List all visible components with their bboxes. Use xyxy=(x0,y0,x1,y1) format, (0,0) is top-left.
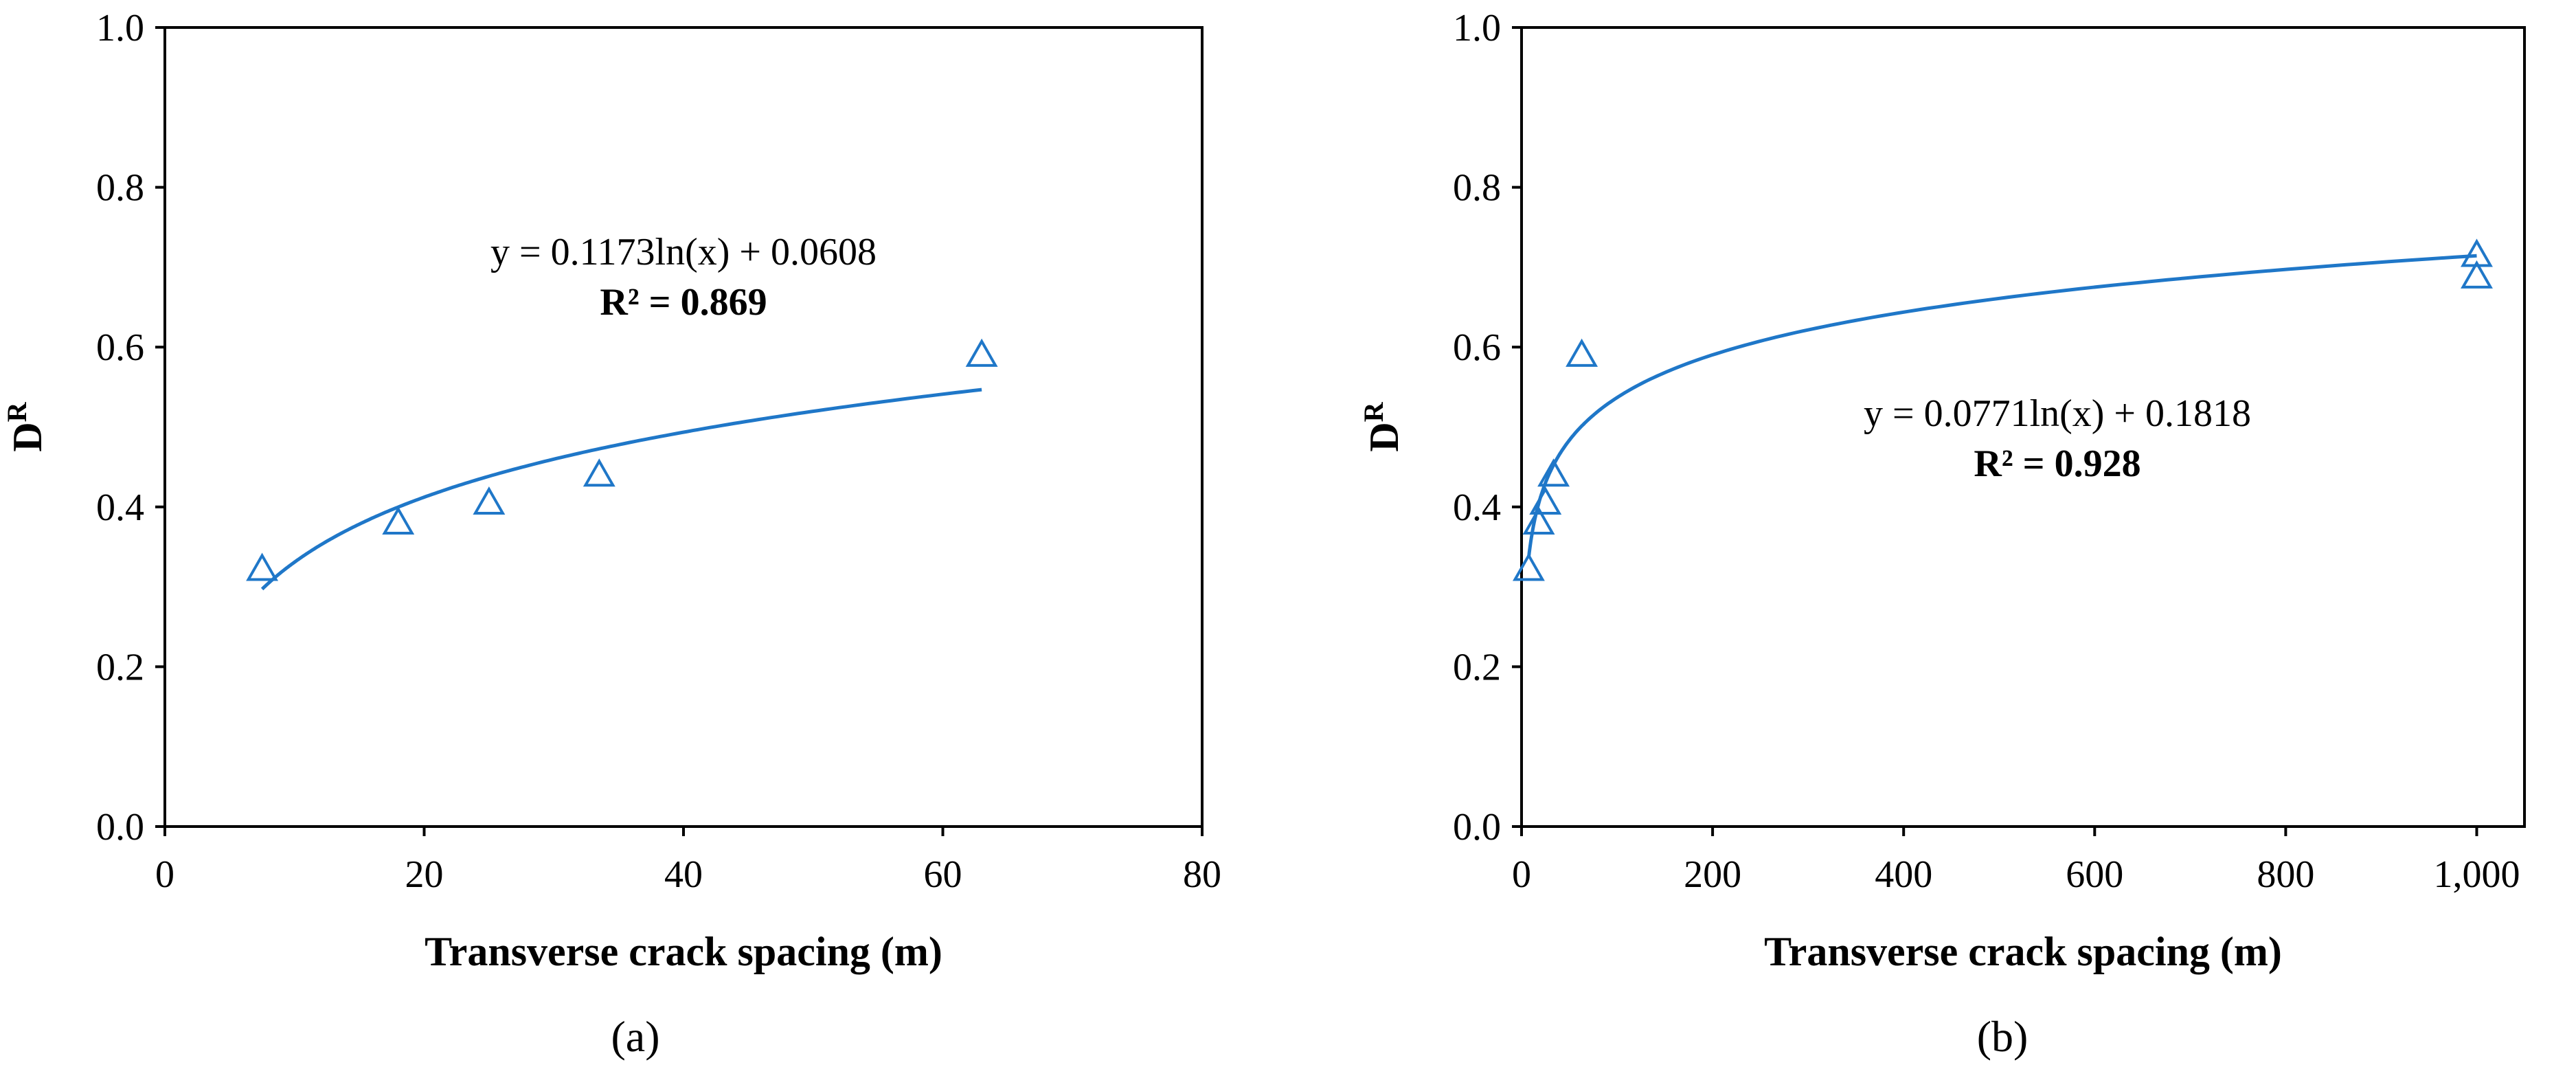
y-tick-label-a: 0.2 xyxy=(96,646,144,688)
x-tick-label-b: 0 xyxy=(1512,853,1531,896)
r-squared-a: R² = 0.869 xyxy=(600,281,767,324)
x-ticks-b: 0 200 400 600 800 1,000 xyxy=(1512,827,2520,896)
x-tick-label-b: 1,000 xyxy=(2433,853,2520,896)
data-point-b xyxy=(1512,552,1545,581)
data-point-a xyxy=(382,506,415,535)
data-point-b xyxy=(1566,338,1598,367)
plot-area-b xyxy=(1520,26,2526,828)
chart-a: 0.0 0.2 0.4 0.6 0.8 1.0 0 20 40 60 80 DR Transver… xyxy=(1,7,1221,1061)
y-tick-label-b: 0.2 xyxy=(1453,646,1501,688)
y-axis-label-a: DR xyxy=(1,401,50,451)
x-tick-label-a: 0 xyxy=(155,853,174,896)
data-point-a xyxy=(965,338,998,367)
data-point-a xyxy=(246,552,279,581)
x-tick-label-a: 60 xyxy=(924,853,962,896)
y-tick-label-a: 0.0 xyxy=(96,806,144,849)
y-tick-label-b: 0.6 xyxy=(1453,326,1501,369)
y-tick-label-a: 1.0 xyxy=(96,7,144,49)
y-axis-title-b: DR xyxy=(1358,401,1407,451)
y-tick-label-b: 0.4 xyxy=(1453,486,1501,529)
x-tick-label-a: 40 xyxy=(664,853,703,896)
data-point-a xyxy=(473,486,506,515)
panel-label-b: (b) xyxy=(1977,1012,2029,1061)
y-tick-label-b: 1.0 xyxy=(1453,7,1501,49)
markers-a xyxy=(246,338,998,581)
y-tick-label-b: 0.0 xyxy=(1453,806,1501,849)
y-axis-title-a: DR xyxy=(1,401,50,451)
x-tick-label-b: 600 xyxy=(2066,853,2123,896)
plot-area-a xyxy=(163,26,1204,828)
y-ticks-b: 0.0 0.2 0.4 0.6 0.8 1.0 xyxy=(1453,7,1522,849)
y-tick-label-a: 0.4 xyxy=(96,486,144,529)
x-ticks-a: 0 20 40 60 80 xyxy=(155,827,1221,896)
x-tick-label-a: 80 xyxy=(1183,853,1221,896)
data-point-a xyxy=(583,458,615,487)
panel-label-a: (a) xyxy=(611,1012,659,1061)
x-tick-label-a: 20 xyxy=(405,853,444,896)
data-point-b xyxy=(2461,260,2493,289)
x-tick-label-b: 400 xyxy=(1875,853,1932,896)
data-point-b xyxy=(1522,506,1555,535)
equation-a: y = 0.1173ln(x) + 0.0608 xyxy=(490,231,877,273)
trendline-b xyxy=(1526,254,2477,558)
y-tick-label-a: 0.8 xyxy=(96,167,144,210)
x-tick-label-b: 200 xyxy=(1684,853,1741,896)
data-point-b xyxy=(1537,458,1570,487)
x-axis-label-a: Transverse crack spacing (m) xyxy=(425,929,942,974)
chart-b: 0.0 0.2 0.4 0.6 0.8 1.0 0 200 400 600 800 1,000 DR… xyxy=(1358,7,2526,1061)
x-axis-label-b: Transverse crack spacing (m) xyxy=(1764,929,2282,974)
trendline-a xyxy=(260,388,982,591)
markers-b xyxy=(1512,238,2493,581)
y-tick-label-a: 0.6 xyxy=(96,326,144,369)
y-axis-label-b: DR xyxy=(1358,401,1407,451)
y-tick-label-b: 0.8 xyxy=(1453,167,1501,210)
equation-b: y = 0.0771ln(x) + 0.1818 xyxy=(1864,392,2251,435)
r-squared-b: R² = 0.928 xyxy=(1974,442,2140,485)
x-tick-label-b: 800 xyxy=(2257,853,2314,896)
data-point-b xyxy=(1529,486,1562,515)
y-ticks-a: 0.0 0.2 0.4 0.6 0.8 1.0 xyxy=(96,7,165,849)
